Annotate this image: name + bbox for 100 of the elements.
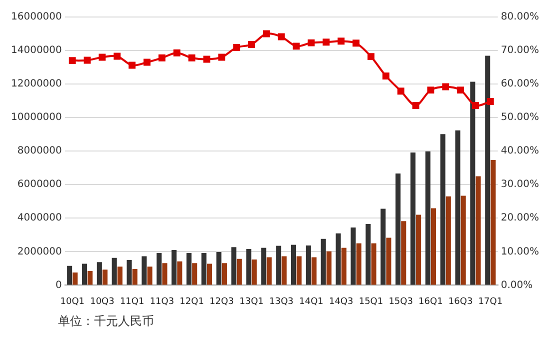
x-tick-label: 11Q1 bbox=[120, 296, 144, 307]
bar bbox=[380, 208, 386, 285]
bar bbox=[306, 245, 311, 285]
y-tick-label: 12000000 bbox=[10, 78, 62, 90]
bar bbox=[416, 214, 422, 285]
y2-tick-label: 20.00% bbox=[500, 212, 540, 224]
point bbox=[203, 56, 210, 63]
bar bbox=[440, 134, 446, 285]
bar bbox=[132, 268, 138, 285]
point bbox=[128, 62, 136, 69]
point bbox=[248, 41, 255, 48]
point bbox=[338, 38, 345, 45]
point bbox=[173, 49, 180, 56]
text: 单位：千元人民币 bbox=[58, 314, 154, 328]
bar bbox=[290, 244, 296, 285]
point bbox=[367, 53, 374, 60]
x-tick-label: 14Q1 bbox=[299, 296, 324, 307]
bar bbox=[312, 257, 317, 285]
bar bbox=[320, 238, 326, 285]
bar bbox=[192, 263, 198, 285]
bar bbox=[485, 56, 490, 285]
bar bbox=[222, 263, 227, 285]
bar bbox=[102, 270, 108, 285]
bar bbox=[470, 82, 476, 285]
bar bbox=[252, 260, 257, 285]
bar bbox=[162, 263, 168, 285]
y2-tick-label: 10.00% bbox=[500, 246, 540, 258]
bar bbox=[266, 257, 272, 285]
bar bbox=[336, 233, 341, 285]
y2-tick-label: 0.00% bbox=[500, 280, 533, 291]
bar bbox=[410, 152, 416, 285]
point bbox=[262, 30, 270, 38]
bar bbox=[142, 256, 147, 285]
point bbox=[382, 72, 390, 80]
point bbox=[114, 52, 121, 60]
y-tick-label: 6000000 bbox=[17, 179, 62, 190]
bar bbox=[296, 256, 302, 285]
point bbox=[218, 54, 226, 61]
bar bbox=[460, 196, 466, 285]
bar bbox=[216, 252, 222, 285]
point bbox=[472, 102, 479, 109]
x-tick-label: 10Q1 bbox=[60, 296, 84, 307]
y2-tick-label: 80.00% bbox=[500, 12, 540, 23]
y2-tick-label: 40.00% bbox=[500, 146, 540, 157]
point bbox=[427, 86, 434, 94]
point bbox=[278, 33, 285, 40]
point bbox=[84, 56, 91, 64]
bar bbox=[126, 260, 132, 285]
bar bbox=[455, 130, 460, 285]
bar bbox=[172, 250, 177, 285]
x-tick-label: 10Q3 bbox=[90, 296, 114, 307]
bar bbox=[490, 160, 496, 285]
x-tick-label: 16Q3 bbox=[448, 296, 473, 307]
bar bbox=[231, 247, 236, 285]
bar bbox=[72, 272, 78, 285]
x-tick-label: 17Q1 bbox=[478, 296, 503, 307]
bar bbox=[282, 256, 287, 285]
y2-tick-label: 50.00% bbox=[500, 112, 540, 124]
x-tick-label: 13Q3 bbox=[269, 296, 294, 307]
x-tick-label: 11Q3 bbox=[150, 296, 174, 307]
bar bbox=[446, 196, 451, 285]
point bbox=[188, 54, 196, 62]
point bbox=[457, 86, 464, 94]
y-tick-label: 4000000 bbox=[17, 212, 62, 224]
bar bbox=[117, 266, 122, 285]
bar bbox=[366, 224, 371, 285]
bar bbox=[96, 262, 102, 285]
y-tick-label: 0 bbox=[56, 280, 62, 291]
bar bbox=[246, 248, 252, 285]
y-tick-label: 10000000 bbox=[10, 112, 62, 124]
y2-tick-label: 60.00% bbox=[500, 78, 540, 90]
bar bbox=[430, 208, 436, 285]
y-tick-label: 16000000 bbox=[10, 12, 62, 23]
bar bbox=[186, 253, 192, 285]
bar bbox=[177, 261, 182, 285]
x-tick-label: 13Q1 bbox=[239, 296, 264, 307]
point bbox=[144, 58, 150, 66]
x-tick-label: 12Q1 bbox=[180, 296, 204, 307]
y2-tick-label: 70.00% bbox=[500, 45, 540, 56]
bar bbox=[476, 176, 481, 285]
x-tick-label: 15Q1 bbox=[358, 296, 384, 307]
point bbox=[442, 83, 450, 90]
x-tick-label: 14Q3 bbox=[328, 296, 354, 307]
x-tick-label: 12Q3 bbox=[210, 296, 234, 307]
point bbox=[352, 40, 360, 47]
bar bbox=[261, 248, 266, 285]
bar bbox=[326, 251, 332, 285]
bar bbox=[147, 266, 152, 285]
point bbox=[308, 39, 315, 46]
bar bbox=[207, 264, 212, 285]
point bbox=[322, 38, 330, 46]
bar bbox=[276, 246, 282, 285]
point bbox=[98, 54, 106, 61]
bar bbox=[371, 243, 376, 285]
x-tick-label: 16Q1 bbox=[418, 296, 443, 307]
bar bbox=[341, 248, 346, 285]
point bbox=[68, 57, 76, 64]
point bbox=[412, 102, 420, 109]
x-tick-label: 15Q3 bbox=[388, 296, 413, 307]
bar bbox=[356, 243, 362, 285]
